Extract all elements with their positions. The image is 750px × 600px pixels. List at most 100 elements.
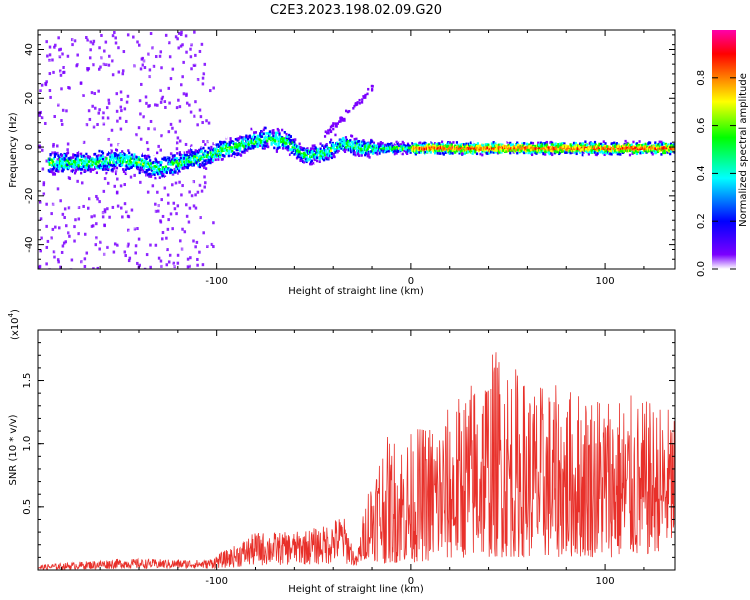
spectrogram-cell (117, 70, 121, 74)
spectrogram-cell (182, 149, 186, 153)
spectrogram-cell (77, 206, 81, 210)
spectrogram-cell (94, 160, 97, 163)
spectrogram-cell (95, 247, 99, 251)
spectrogram-cell (123, 58, 126, 62)
spectrogram-cell (61, 169, 64, 173)
spectrogram-cell (104, 61, 107, 65)
spectrogram-cell (48, 60, 51, 64)
spectrogram-cell (277, 143, 280, 147)
spectrogram-cell (124, 259, 127, 263)
spectrogram-cell (152, 255, 155, 259)
spectrogram-cell (107, 98, 111, 102)
spectrogram-cell (60, 126, 63, 130)
spectrogram-cell (141, 136, 144, 140)
spectrogram-cell (164, 177, 168, 180)
spectrogram-cell (97, 165, 100, 168)
spectrogram-cell (486, 146, 489, 150)
spectrogram-cell (96, 261, 100, 265)
spectrogram-cell (148, 51, 152, 55)
spectrogram-cell (142, 164, 145, 167)
spectrogram-cell (201, 104, 204, 108)
spectrogram-cell (192, 204, 196, 208)
spectrogram-cell (141, 63, 144, 67)
spectrogram-cell (205, 243, 208, 247)
spectrogram-cell (96, 176, 99, 180)
spectrogram-cell (201, 76, 205, 80)
spectrogram-cell (81, 207, 84, 211)
spectrogram-cell (58, 128, 62, 132)
spectrogram-cell (76, 101, 80, 105)
spectrogram-cell (93, 214, 96, 218)
spectrogram-cell (127, 149, 130, 152)
spectrogram-cell (73, 154, 77, 157)
spectrogram-cell (68, 109, 71, 113)
spectrogram-cell (201, 145, 204, 149)
spectrogram-cell (82, 204, 85, 208)
spectrogram-cell (459, 147, 462, 151)
spectrogram-cell (454, 151, 457, 154)
spectrogram-cell (180, 83, 183, 87)
spectrogram-cell (506, 140, 509, 144)
spectrogram-cell (80, 186, 84, 190)
spectrogram-cell (290, 154, 293, 157)
spectrogram-cell (43, 112, 46, 116)
spectrogram-cell (142, 168, 145, 171)
spectrogram-cell (126, 167, 129, 170)
spectrogram-cell (160, 203, 163, 207)
spectrogram-cell (188, 58, 192, 62)
spectrogram-cell (65, 73, 69, 77)
spectrogram-cell (47, 160, 50, 163)
spectrogram-cell (293, 153, 296, 156)
spectrogram-cell (231, 146, 234, 149)
spectrogram-cell (158, 54, 162, 58)
spectrogram-cell (604, 142, 607, 145)
spectrogram-cell (208, 261, 212, 265)
spectrogram-cell (114, 143, 118, 147)
spectrogram-cell (165, 142, 168, 146)
spectrogram-cell (81, 30, 85, 34)
spectrogram-cell (253, 145, 257, 148)
spectrogram-cell (539, 150, 542, 154)
spectrogram-cell (126, 156, 129, 160)
spectrogram-cell (515, 143, 518, 147)
spectrogram-cell (68, 234, 71, 238)
spectrogram-cell (57, 78, 60, 82)
spectrogram-cell (368, 156, 371, 159)
spectrogram-cell (123, 153, 126, 156)
spectrogram-cell (476, 142, 480, 145)
spectrogram-cell (79, 221, 82, 225)
spectrogram-cell (62, 96, 65, 100)
spectrogram-cell (600, 153, 603, 157)
spectrogram-cell (179, 156, 182, 160)
spectrogram-cell (527, 148, 530, 152)
spectrogram-cell (217, 143, 220, 146)
spectrogram-cell (58, 142, 61, 146)
spectrogram-cell (70, 156, 73, 159)
spectrogram-cell (108, 165, 111, 169)
spectrogram-cell (339, 118, 342, 122)
spectrogram-cell (364, 153, 367, 157)
spectrogram-cell (97, 250, 100, 254)
spectrogram-cell (181, 160, 184, 164)
spectrogram-cell (509, 141, 512, 145)
spectrogram-cell (154, 55, 158, 59)
spectrogram-cell (104, 149, 108, 153)
spectrogram-cell (191, 48, 195, 52)
spectrogram-cell (74, 174, 77, 178)
spectrogram-cell (191, 114, 194, 118)
spectrogram-cell (541, 147, 544, 150)
spectrogram-cell (92, 118, 96, 122)
spectrogram-cell (59, 265, 62, 269)
spectrogram-cell (360, 154, 363, 157)
spectrogram-cell (566, 153, 570, 157)
spectrogram-cell (156, 172, 160, 176)
spectrogram-cell (51, 78, 54, 82)
spectrogram-cell (84, 174, 87, 178)
spectrogram-cell (584, 140, 587, 144)
spectrogram-cell (56, 140, 60, 144)
spectrogram-cell (76, 205, 80, 209)
spectrogram-cell (131, 162, 134, 166)
spectrogram-cell (83, 232, 87, 236)
spectrogram-cell (521, 142, 524, 146)
spectrogram-cell (62, 71, 65, 75)
